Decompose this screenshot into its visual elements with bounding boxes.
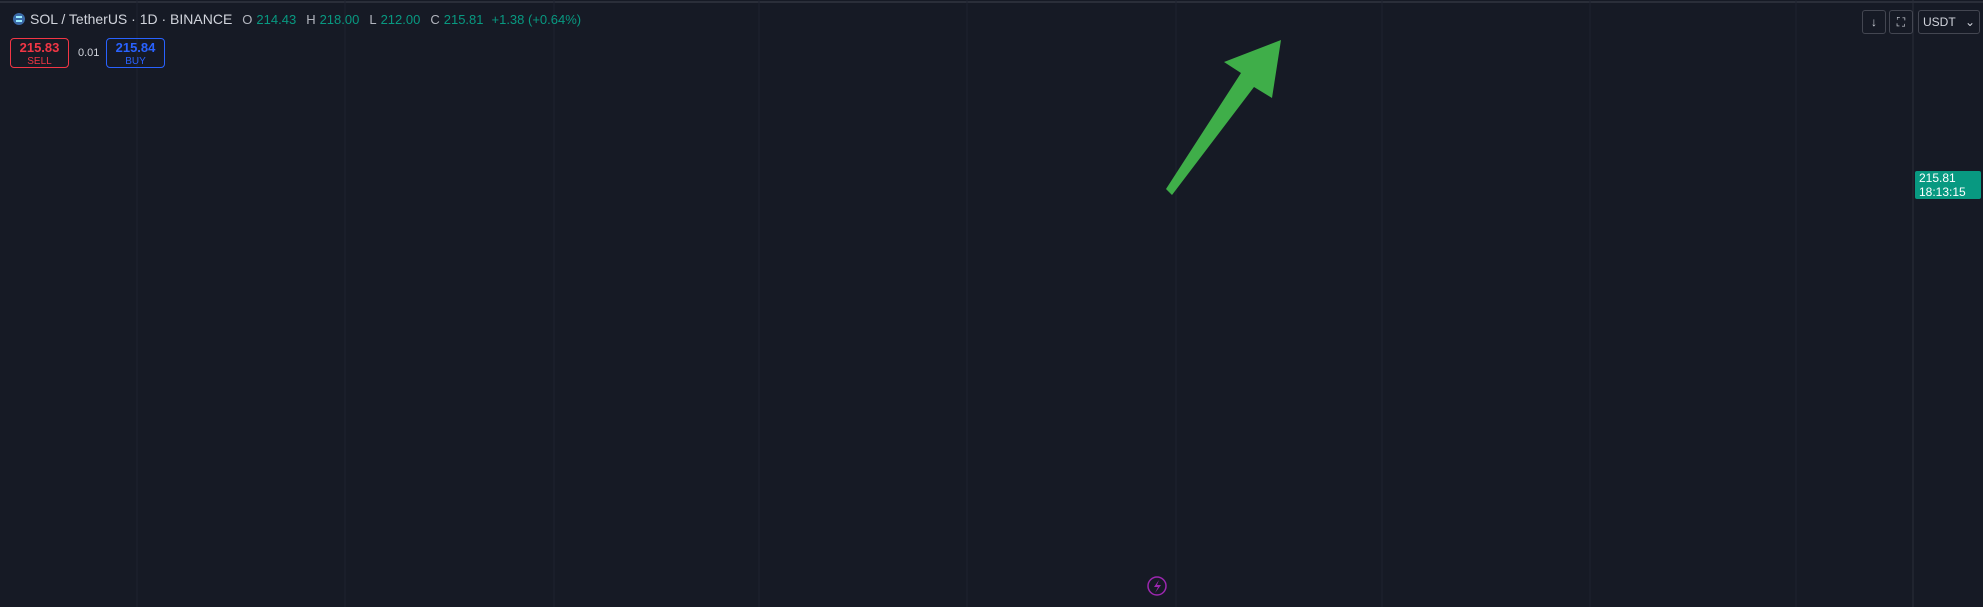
symbol-icon [13,13,25,25]
price-tag: 215.81 18:13:15 [1915,171,1981,200]
arrow-annotation [1166,40,1281,195]
currency: USDT [1923,15,1956,29]
sell-label: SELL [27,56,52,67]
buy-price: 215.84 [115,40,156,55]
close-key: C [430,11,440,27]
sell-price: 215.83 [19,40,60,55]
open-value: 214.43 [256,11,297,27]
sell-button[interactable]: 215.83 SELL [10,38,69,68]
currency-button[interactable]: USDT ⌄ [1918,10,1980,34]
fullscreen-button[interactable]: ⛶ [1889,10,1913,34]
change-value: +1.38 (+0.64%) [491,11,582,27]
buy-button[interactable]: 215.84 BUY [106,38,165,68]
low-key: L [369,11,377,27]
price-tag-countdown: 18:13:15 [1919,185,1966,200]
buy-label: BUY [125,56,146,67]
download-button[interactable]: ↓ [1862,10,1886,34]
lightning-button[interactable] [1147,576,1167,596]
high-key: H [306,11,316,27]
spread: 0.01 [78,47,100,59]
lightning-icon [1154,580,1161,593]
close-value: 215.81 [443,11,484,27]
high-value: 218.00 [319,11,360,27]
open-key: O [242,11,253,27]
low-value: 212.00 [380,11,421,27]
dropdown-caret: ⌄ [1964,15,1975,29]
price-tag-value: 215.81 [1919,171,1956,186]
symbol[interactable]: SOL / TetherUS · 1D · BINANCE [30,11,233,27]
vertical-grid [136,0,1797,607]
